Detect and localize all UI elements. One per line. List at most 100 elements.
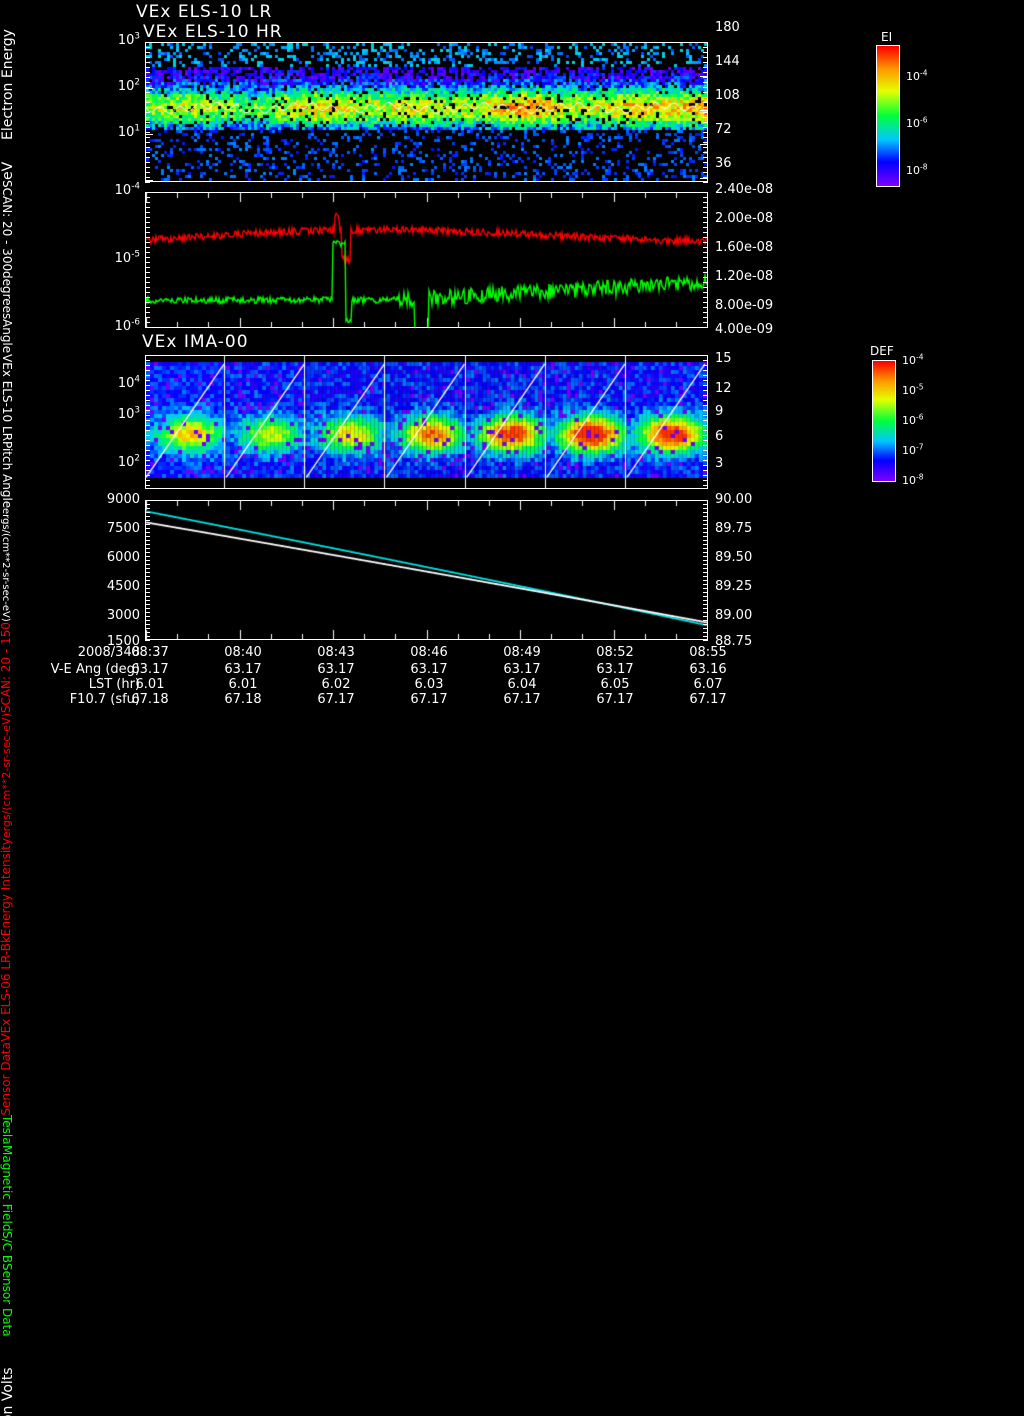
axis-minor-tick bbox=[703, 202, 708, 203]
axis-minor-tick bbox=[145, 435, 150, 436]
axis-tick bbox=[700, 144, 708, 145]
footer-cell-2-3: 6.03 bbox=[414, 677, 444, 692]
panel3-colorbar bbox=[872, 360, 896, 482]
axis-minor-tick bbox=[703, 237, 708, 238]
axis-minor-tick bbox=[145, 455, 150, 456]
axis-minor-tick bbox=[703, 548, 708, 549]
axis-tick bbox=[145, 134, 153, 135]
panel4-rtick-5: 88.75 bbox=[715, 634, 753, 649]
axis-minor-tick bbox=[145, 312, 150, 313]
axis-minor-tick bbox=[145, 97, 150, 98]
axis-tick bbox=[700, 178, 708, 179]
axis-minor-tick bbox=[703, 608, 708, 609]
axis-minor-tick bbox=[703, 355, 708, 356]
axis-minor-tick bbox=[703, 112, 708, 113]
axis-minor-tick bbox=[703, 584, 708, 585]
panel3-colorbar-tick-3: 10-7 bbox=[902, 442, 924, 457]
panel2-left-label-sensorname: VEx ELS-06 LR-Bk bbox=[0, 936, 13, 1042]
axis-minor-tick bbox=[145, 608, 150, 609]
axis-minor-tick bbox=[703, 62, 708, 63]
axis-minor-tick bbox=[703, 576, 708, 577]
footer-cell-1-5: 63.17 bbox=[596, 662, 634, 677]
panel3-colorbar-tick-2: 10-6 bbox=[902, 412, 924, 427]
footer-row-label-3: F10.7 (sfu) bbox=[69, 692, 140, 707]
axis-minor-tick bbox=[703, 152, 708, 153]
panel4-rtick-1: 89.75 bbox=[715, 521, 753, 536]
panel2-right-label-sensordata: Sensor Data bbox=[0, 1263, 14, 1338]
panel2-rtick-5: 4.00e-09 bbox=[715, 322, 774, 337]
panel3-colorbar-tick-4: 10-8 bbox=[902, 472, 924, 487]
panel2-right-label-tesla: Tesla bbox=[0, 1115, 14, 1145]
axis-minor-tick bbox=[145, 512, 150, 513]
axis-minor-tick bbox=[145, 500, 150, 501]
axis-minor-tick bbox=[145, 217, 150, 218]
axis-minor-tick bbox=[703, 435, 708, 436]
panel4-ytick-0: 9000 bbox=[106, 492, 140, 507]
axis-minor-tick bbox=[145, 445, 150, 446]
axis-minor-tick bbox=[145, 122, 150, 123]
panel1-rtick-3: 72 bbox=[715, 122, 732, 137]
axis-minor-tick bbox=[145, 72, 150, 73]
axis-minor-tick bbox=[145, 520, 150, 521]
axis-minor-tick bbox=[703, 604, 708, 605]
axis-minor-tick bbox=[703, 400, 708, 401]
axis-minor-tick bbox=[703, 500, 708, 501]
axis-minor-tick bbox=[145, 420, 150, 421]
axis-minor-tick bbox=[703, 528, 708, 529]
axis-minor-tick bbox=[145, 107, 150, 108]
footer-cell-3-3: 67.17 bbox=[410, 692, 448, 707]
axis-minor-tick bbox=[145, 548, 150, 549]
axis-minor-tick bbox=[703, 262, 708, 263]
axis-minor-tick bbox=[145, 425, 150, 426]
panel3-title: VEx IMA-00 bbox=[142, 332, 249, 352]
axis-minor-tick bbox=[703, 97, 708, 98]
axis-minor-tick bbox=[145, 327, 150, 328]
axis-minor-tick bbox=[703, 572, 708, 573]
panel4-ytick-4: 3000 bbox=[106, 608, 140, 623]
axis-minor-tick bbox=[703, 620, 708, 621]
panel1-rtick-0: 180 bbox=[715, 20, 740, 35]
panel2-ytick-1: 10-5 bbox=[114, 249, 140, 266]
axis-minor-tick bbox=[703, 277, 708, 278]
axis-minor-tick bbox=[703, 207, 708, 208]
axis-minor-tick bbox=[145, 480, 150, 481]
axis-minor-tick bbox=[703, 552, 708, 553]
axis-minor-tick bbox=[703, 560, 708, 561]
axis-minor-tick bbox=[703, 375, 708, 376]
axis-minor-tick bbox=[145, 524, 150, 525]
axis-minor-tick bbox=[703, 102, 708, 103]
axis-minor-tick bbox=[703, 420, 708, 421]
footer-cell-3-0: 67.18 bbox=[131, 692, 169, 707]
panel1-right-label-angle: Angle bbox=[0, 319, 14, 354]
axis-minor-tick bbox=[145, 552, 150, 553]
axis-minor-tick bbox=[145, 576, 150, 577]
axis-minor-tick bbox=[145, 560, 150, 561]
panel1-colorbar-tick-2: 10-8 bbox=[906, 162, 928, 177]
axis-minor-tick bbox=[145, 317, 150, 318]
axis-minor-tick bbox=[145, 172, 150, 173]
panel2-left-label-intensity: Energy Intensity bbox=[0, 837, 13, 937]
panel2-rtick-2: 1.60e-08 bbox=[715, 240, 774, 255]
axis-minor-tick bbox=[703, 568, 708, 569]
axis-minor-tick bbox=[145, 167, 150, 168]
axis-minor-tick bbox=[145, 620, 150, 621]
axis-minor-tick bbox=[703, 282, 708, 283]
axis-minor-tick bbox=[703, 580, 708, 581]
axis-minor-tick bbox=[703, 564, 708, 565]
axis-minor-tick bbox=[145, 162, 150, 163]
axis-minor-tick bbox=[703, 182, 708, 183]
axis-minor-tick bbox=[703, 87, 708, 88]
panel3-rtick-0: 15 bbox=[715, 351, 732, 366]
axis-minor-tick bbox=[703, 172, 708, 173]
axis-minor-tick bbox=[145, 232, 150, 233]
axis-minor-tick bbox=[145, 137, 150, 138]
axis-minor-tick bbox=[703, 77, 708, 78]
axis-minor-tick bbox=[145, 564, 150, 565]
panel1-title-lr: VEx ELS-10 LR bbox=[136, 2, 273, 22]
axis-minor-tick bbox=[145, 504, 150, 505]
axis-minor-tick bbox=[145, 267, 150, 268]
axis-minor-tick bbox=[703, 612, 708, 613]
axis-minor-tick bbox=[703, 157, 708, 158]
panel1-ytick-1: 102 bbox=[117, 77, 140, 94]
axis-minor-tick bbox=[703, 628, 708, 629]
